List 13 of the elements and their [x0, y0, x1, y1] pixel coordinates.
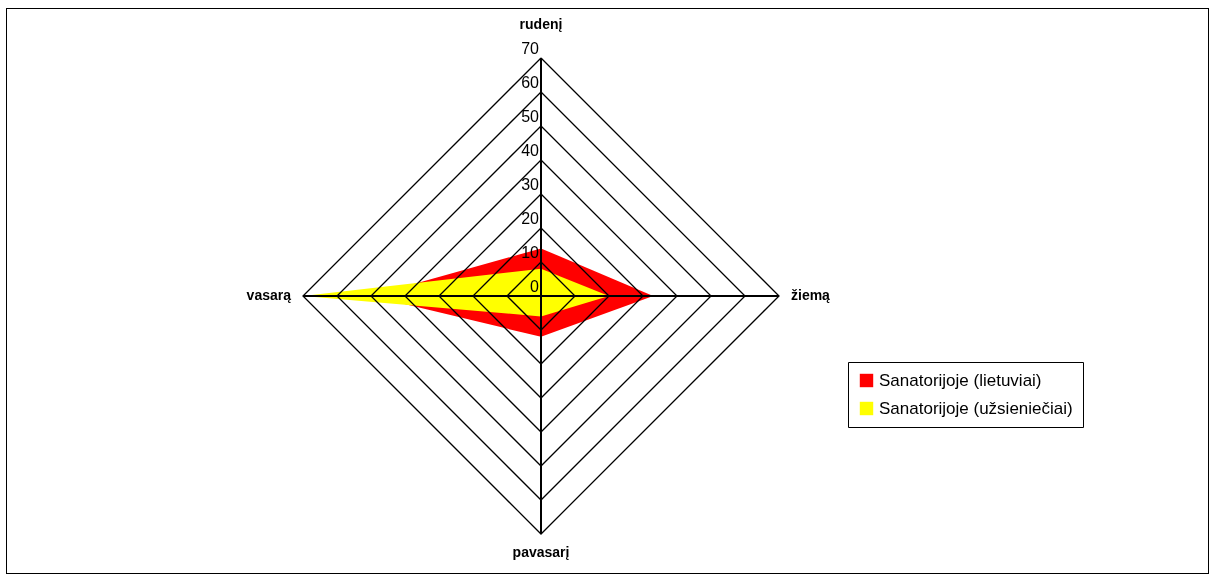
y-tick-label: 60: [521, 74, 540, 91]
y-tick-label: 50: [521, 108, 540, 125]
spoke-label: žiemą: [791, 287, 831, 303]
spoke-label: pavasarį: [512, 544, 570, 560]
legend-label: Sanatorijoje (užsieniečiai): [879, 398, 1073, 418]
y-tick-label: 70: [521, 40, 540, 57]
y-tick-label: 40: [521, 142, 540, 159]
legend-label: Sanatorijoje (lietuviai): [879, 370, 1042, 390]
y-tick-label: 30: [521, 176, 540, 193]
spoke-label: vasarą: [246, 287, 292, 303]
y-tick-label: 0: [530, 278, 540, 295]
spoke-label: rudenį: [519, 16, 563, 32]
y-tick-label: 20: [521, 210, 540, 227]
